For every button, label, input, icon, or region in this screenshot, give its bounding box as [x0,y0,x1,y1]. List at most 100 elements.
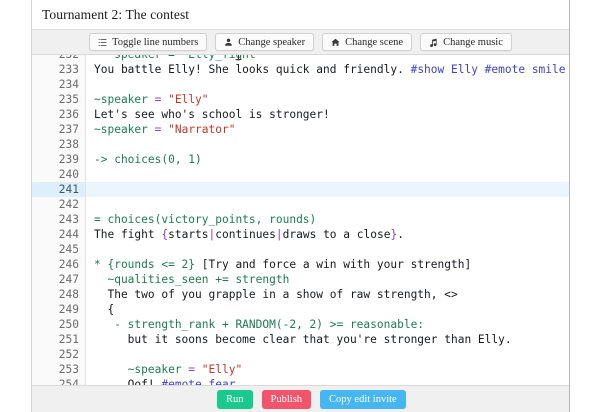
line-number: 234 [58,78,79,91]
person-icon [224,37,233,48]
code-line[interactable]: but it soons become clear that you're st… [86,332,569,347]
line-number: 236 [58,108,79,121]
code-token: continues [215,228,276,241]
line-number: 244 [58,228,79,241]
code-line[interactable] [86,55,569,197]
list-icon [98,37,107,48]
code-line[interactable] [86,197,569,212]
code-token: ~speaker [94,93,155,106]
code-line[interactable]: = choices(victory_points, rounds) [86,212,569,227]
code-token: but it soons become clear that you're st… [94,333,512,346]
script-editor-panel: Tournament 2: The contest Toggle line nu… [31,0,570,412]
code-line[interactable]: -> choices(0, 1) [86,152,569,167]
code-line[interactable]: Oof! #emote fear [86,377,569,385]
code-line[interactable]: You battle Elly! She looks quick and fri… [86,62,569,77]
code-token: { [161,228,169,241]
line-number: 243⌄ [58,213,79,226]
code-token: You battle Elly! She looks quick and fri… [94,63,411,76]
toolbar-button-label: Toggle line numbers [112,36,199,48]
line-number: 246 [58,258,79,271]
code-token: "Narrator" [168,123,236,136]
code-token: #show Elly #emote smile [410,63,566,76]
code-line[interactable] [86,137,569,152]
toolbar-button-label: Change scene [345,36,404,48]
code-token: "Elly" [168,93,209,106]
code-token: draws to a close [282,228,391,241]
code-token: * {rounds <= 2} [94,258,202,271]
code-token: ~speaker [94,363,189,376]
code-token: The two of you grapple in a show of raw … [94,288,458,301]
code-token: = [154,93,169,106]
action-button-publish[interactable]: Publish [261,389,312,409]
code-token: "Elly" [201,363,243,376]
code-content[interactable]: ~speaker = "Elly_fight" You battle Elly! … [86,55,569,385]
code-token: | [208,228,216,241]
code-line[interactable] [86,347,569,362]
editor-toolbar: Toggle line numbers Change speaker Change … [32,30,569,55]
code-token: - strength_rank + RANDOM(-2, 2) >= reaso… [94,318,425,331]
title-bar: Tournament 2: The contest [32,0,569,30]
line-number: 252 [58,348,79,361]
code-token: [Try and force a win with your strength] [201,258,472,271]
code-line[interactable]: The fight {starts|continues|draws to a c… [86,227,569,242]
line-number: 233 [58,63,79,76]
line-number: 232 [32,55,85,62]
code-token: -> choices(0, 1) [94,153,202,166]
toolbar-button-change-speaker[interactable]: Change speaker [215,33,315,51]
code-token: ~qualities_seen += strength [94,273,290,286]
code-line[interactable] [86,242,569,257]
action-button-run[interactable]: Run [217,389,253,409]
line-number: 254 [58,378,79,385]
code-token: { [94,303,115,316]
code-line[interactable]: Let's see who's school is stronger! [86,107,569,122]
toolbar-button-change-music[interactable]: Change music [420,33,512,51]
code-token: ~speaker [94,123,155,136]
line-number: 245 [58,243,79,256]
line-number: 237 [58,123,79,136]
code-line[interactable]: ~speaker = "Elly" [86,362,569,377]
line-number: 251 [58,333,79,346]
code-token: The fight [94,228,162,241]
home-icon [331,37,340,48]
line-number: 247 [58,273,79,286]
code-line[interactable]: ~speaker = "Elly" [86,92,569,107]
toolbar-button-label: Change music [443,36,503,48]
code-line[interactable]: * {rounds <= 2} [Try and force a win wit… [86,257,569,272]
code-token: #emote fear [161,378,236,385]
music-note-icon [429,37,438,48]
toolbar-button-toggle-line-numbers[interactable]: Toggle line numbers [89,33,208,51]
code-line[interactable]: { [86,302,569,317]
code-line[interactable]: ~speaker = "Narrator" [86,122,569,137]
action-bar: Run Publish Copy edit invite [32,385,569,412]
code-line[interactable]: ~qualities_seen += strength [86,272,569,287]
toolbar-button-change-scene[interactable]: Change scene [322,33,413,51]
code-token: = [154,123,169,136]
toolbar-button-label: Change speaker [238,36,306,48]
code-line[interactable]: - strength_rank + RANDOM(-2, 2) >= reaso… [86,317,569,332]
code-token: ~speaker = "Elly_fight" [94,55,262,61]
line-number: 242 [58,198,79,211]
line-number: 241 [32,182,85,197]
code-token: = choices(victory_points, rounds) [94,213,317,226]
line-number: 249 [58,303,79,316]
code-line[interactable]: The two of you grapple in a show of raw … [86,287,569,302]
line-number: 235 [58,93,79,106]
code-line[interactable]: ~speaker = "Elly_fight" [86,55,569,62]
line-number: 250 [58,318,79,331]
code-line[interactable] [86,77,569,92]
line-number: 253 [58,363,79,376]
action-button-copy-edit-invite[interactable]: Copy edit invite [320,389,406,409]
page-title: Tournament 2: The contest [42,6,190,22]
code-line[interactable] [86,167,569,182]
line-number: 239 [58,153,79,166]
line-number: 248 [58,288,79,301]
code-token: } [390,228,398,241]
code-token: . [397,228,404,241]
line-number: 240 [58,168,79,181]
line-number: 238 [58,138,79,151]
code-token: = [188,363,202,376]
code-token: Let's see who's school is stronger! [94,108,330,121]
